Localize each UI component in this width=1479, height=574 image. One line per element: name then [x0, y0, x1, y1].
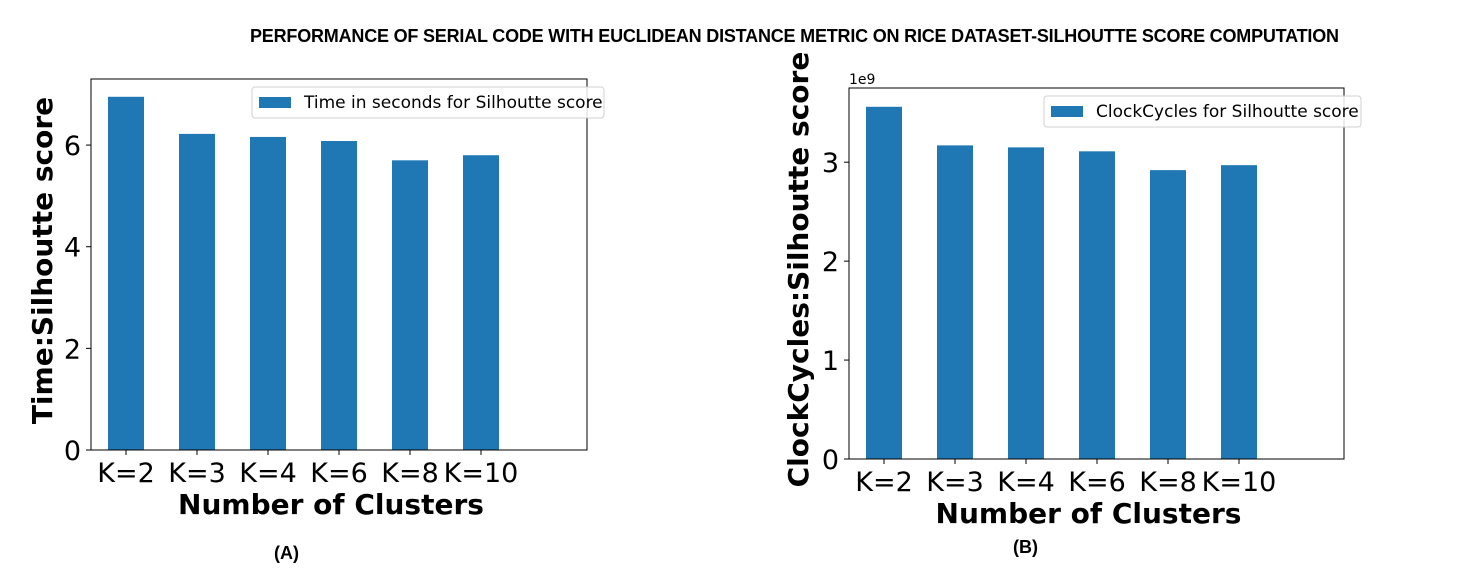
y-tick-label: 0 [822, 445, 839, 476]
y-tick-label: 6 [64, 131, 81, 162]
bar-k8 [1150, 170, 1186, 459]
legend-swatch [1051, 106, 1083, 117]
legend-label: ClockCycles for Silhoutte score [1096, 102, 1359, 122]
y-tick-label: 1 [822, 346, 839, 377]
y-tick-label: 0 [64, 436, 81, 467]
bar-k2 [866, 106, 902, 459]
chart-a: K=2 K=3 K=4 K=6 K=8 K=10 0 2 4 6 Number of Cluster… [26, 78, 605, 521]
x-tick-label: K=2 [855, 467, 913, 498]
x-axis-label: Number of Clusters [936, 497, 1242, 530]
x-axis-label: Number of Clusters [178, 488, 484, 521]
bar-k3 [179, 133, 215, 450]
x-tick-label: K=8 [1139, 467, 1197, 498]
y-tick-label: 2 [64, 334, 81, 365]
x-tick-label: K=10 [1202, 467, 1277, 498]
caption-a: (A) [274, 543, 299, 563]
bar-k3 [937, 145, 973, 459]
bar-k6 [321, 141, 357, 450]
x-tick-label: K=3 [168, 458, 226, 489]
x-tick-label: K=8 [381, 458, 439, 489]
y-axis-label: Time:Silhoutte score [26, 97, 59, 424]
bar-k10 [1221, 165, 1257, 459]
x-tick-label: K=3 [926, 467, 984, 498]
x-tick-label: K=2 [97, 458, 155, 489]
legend-swatch [259, 97, 291, 108]
y-tick-label: 4 [64, 233, 81, 264]
figure-title: PERFORMANCE OF SERIAL CODE WITH EUCLIDEA… [250, 26, 1339, 46]
x-tick-label: K=10 [444, 458, 519, 489]
legend: Time in seconds for Silhoutte score [251, 86, 605, 119]
x-tick-label: K=4 [997, 467, 1055, 498]
bar-k8 [392, 160, 428, 450]
bar-k4 [250, 136, 286, 450]
axis-offset-text: 1e9 [849, 72, 875, 88]
legend-box [1043, 95, 1362, 128]
bar-k2 [108, 96, 144, 451]
y-tick-label: 2 [822, 247, 839, 278]
legend-label: Time in seconds for Silhoutte score [303, 93, 603, 113]
x-tick-label: K=4 [239, 458, 297, 489]
y-tick-label: 3 [822, 148, 839, 179]
legend: ClockCycles for Silhoutte score [1043, 95, 1362, 128]
x-tick-label: K=6 [310, 458, 368, 489]
chart-b: K=2 K=3 K=4 K=6 K=8 K=10 0 1 2 3 1e9 Number of Clus… [782, 52, 1362, 530]
bar-k10 [463, 155, 499, 450]
bar-k6 [1079, 151, 1115, 460]
caption-b: (B) [1013, 537, 1038, 557]
legend-box [251, 86, 605, 119]
x-tick-label: K=6 [1068, 467, 1126, 498]
y-axis-label: ClockCycles:Silhoutte score [782, 52, 815, 488]
bar-k4 [1008, 147, 1044, 460]
